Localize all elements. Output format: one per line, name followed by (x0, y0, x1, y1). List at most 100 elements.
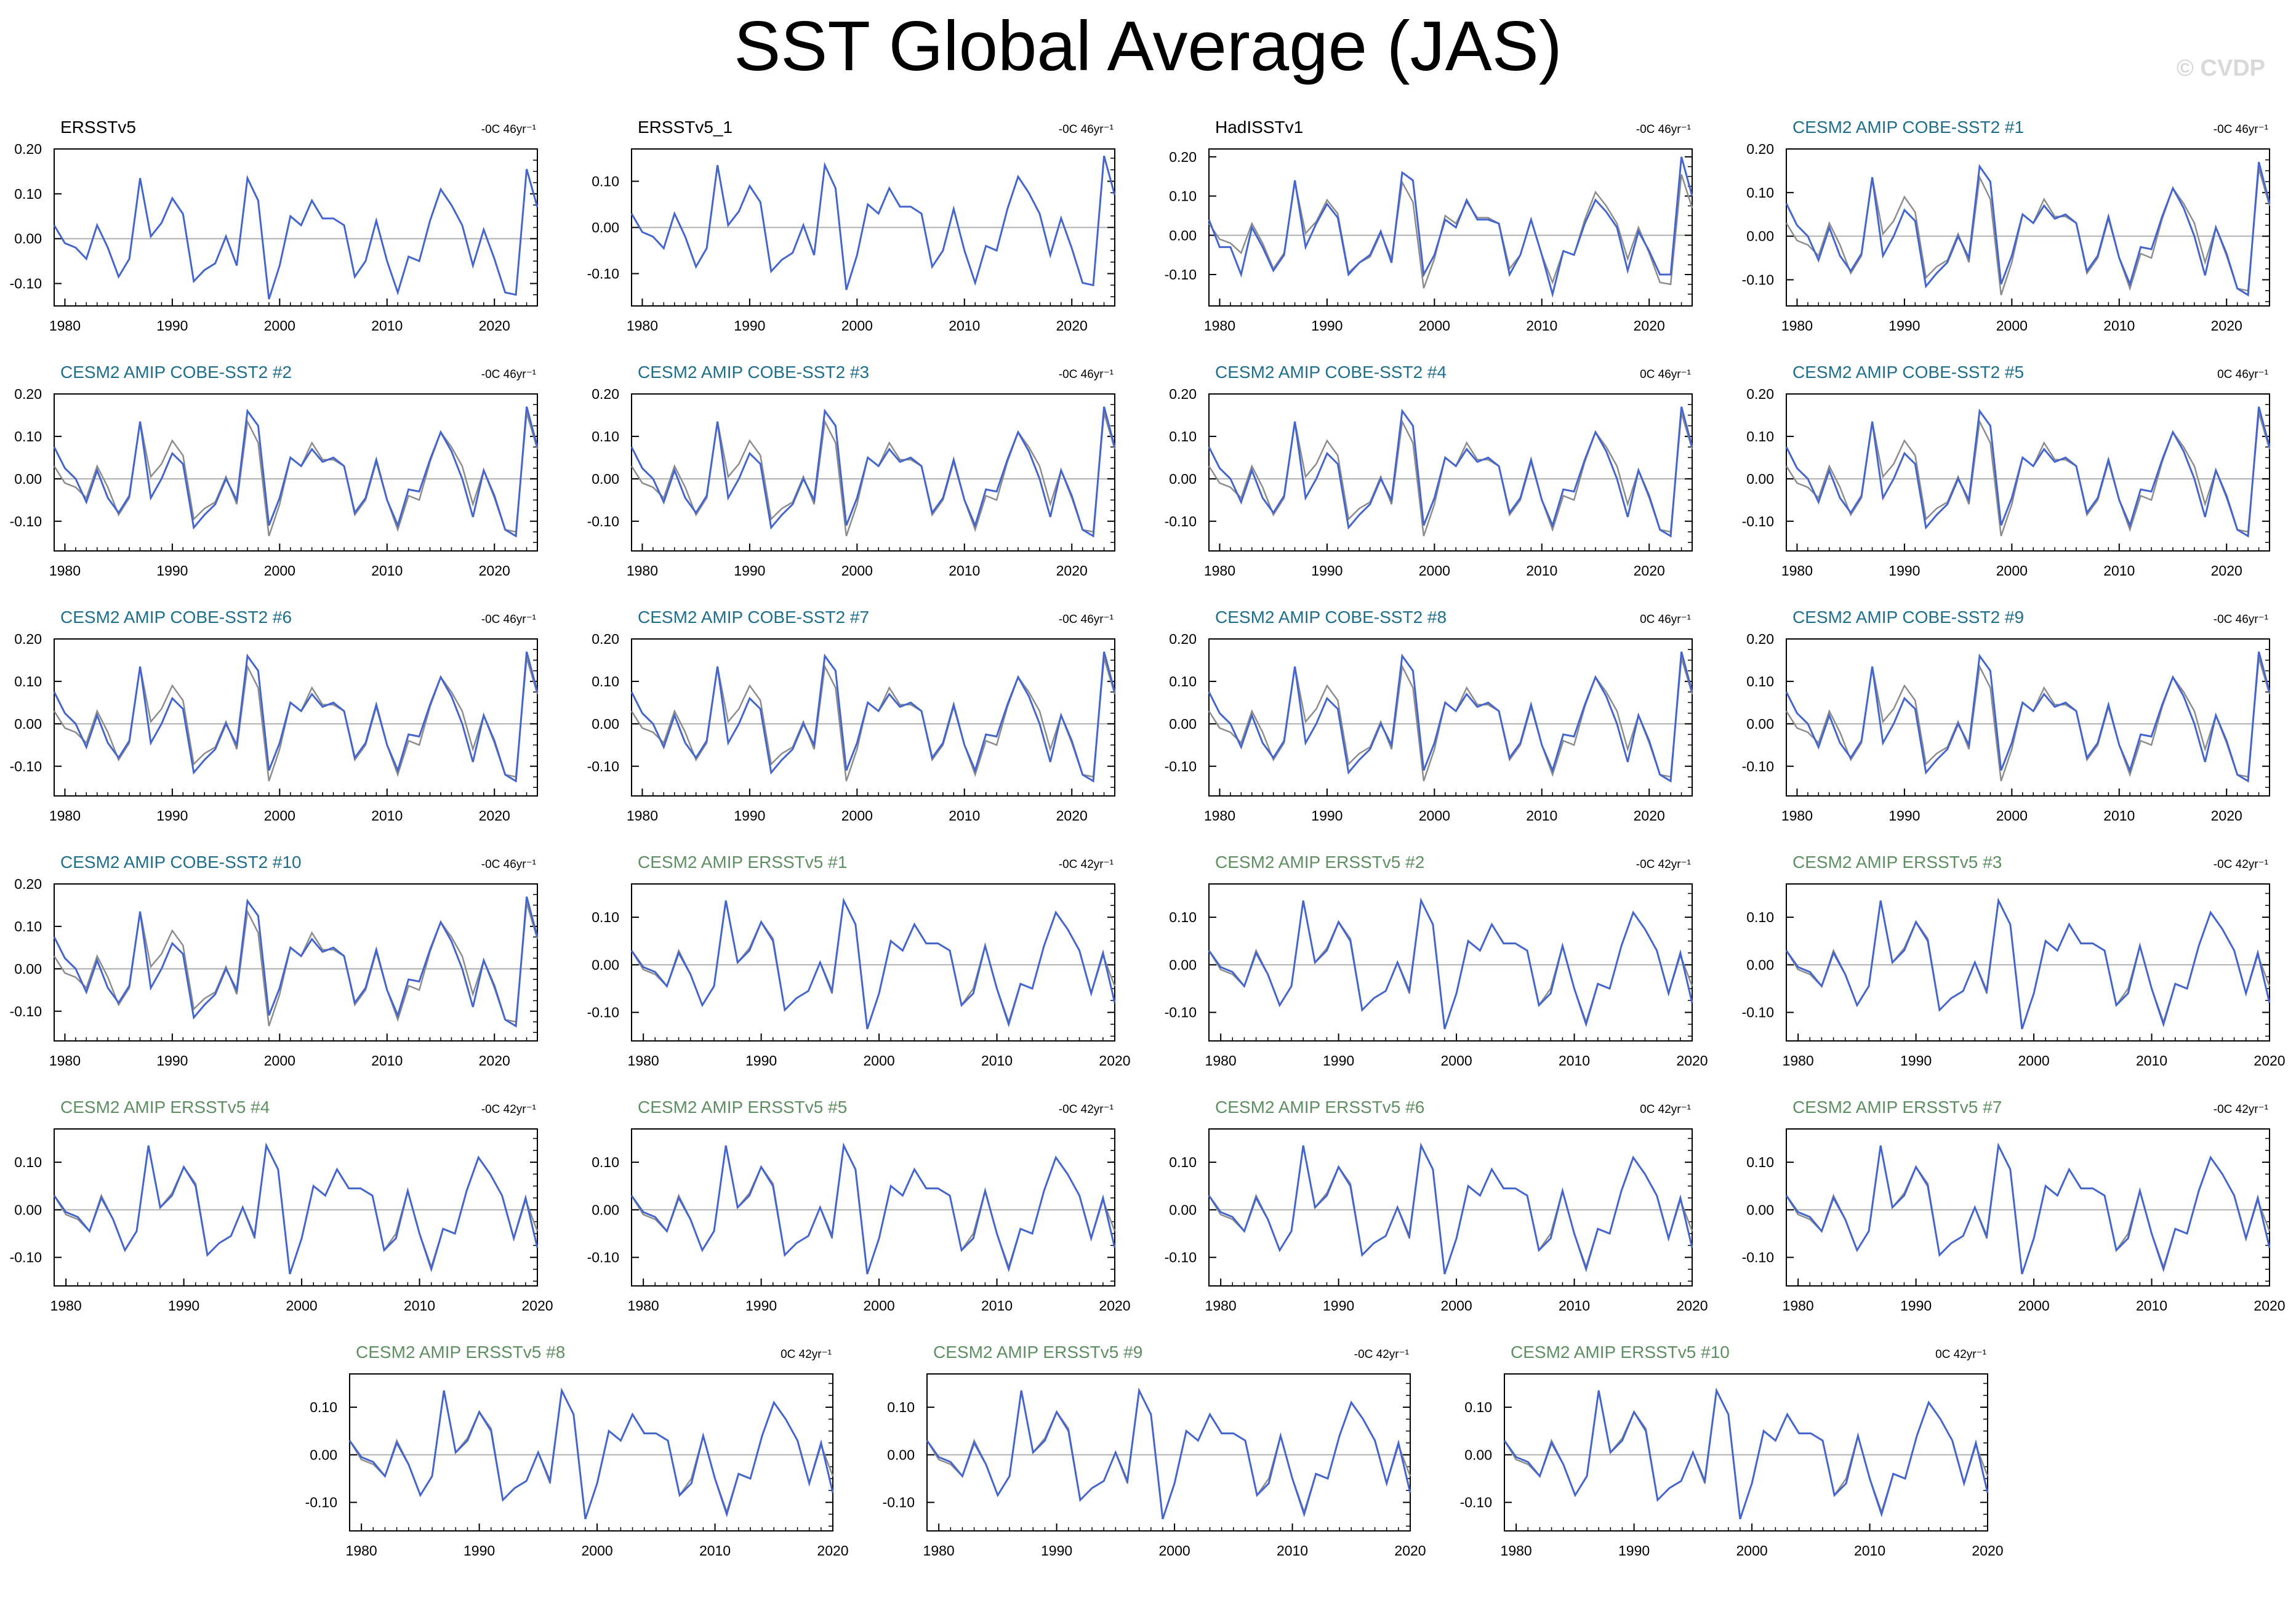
y-tick-label: 0.00 (14, 231, 42, 247)
y-tick-label: 0.00 (14, 961, 42, 977)
model-series-line (630, 1142, 1116, 1275)
model-series-line (53, 406, 539, 538)
y-tick-label: -0.10 (1742, 758, 1774, 774)
plot-frame (349, 1373, 833, 1532)
y-tick-label: 0.00 (1169, 957, 1197, 973)
x-tick-label: 1990 (745, 1053, 777, 1069)
model-series-line (1208, 156, 1693, 298)
trend-label: 0C 46yr⁻¹ (1640, 613, 1691, 626)
x-tick-label: 2020 (2211, 808, 2242, 824)
x-tick-label: 1980 (50, 1298, 82, 1314)
x-tick-label: 2000 (1996, 318, 2028, 334)
x-tick-label: 2010 (2103, 808, 2135, 824)
panel-17: CESM2 AMIP ERSSTv5 #4 -0C 42yr⁻¹ 0.10 0.00 -… (10, 1098, 553, 1314)
y-tick-label: -0.10 (587, 1005, 619, 1021)
x-tick-label: 1990 (734, 318, 765, 334)
obs-series-line (1208, 657, 1693, 782)
model-series-line (1785, 406, 2271, 538)
plot-frame (54, 393, 538, 552)
model-series-line (348, 1387, 834, 1520)
y-tick-label: 0.00 (1746, 957, 1774, 973)
x-tick-label: 2010 (981, 1298, 1013, 1314)
y-tick-label: 0.00 (592, 220, 619, 236)
model-series-line (53, 169, 539, 300)
y-tick-label: 0.20 (592, 631, 619, 647)
x-tick-label: 2000 (1440, 1053, 1472, 1069)
x-tick-label: 2020 (1099, 1053, 1130, 1069)
y-tick-label: 0.10 (14, 673, 42, 689)
x-tick-label: 2000 (1419, 808, 1450, 824)
panel-12: CESM2 AMIP COBE-SST2 #9 -0C 46yr⁻¹ 0.20 0.1… (1742, 608, 2271, 824)
model-series-line (53, 651, 539, 783)
plot-frame (1786, 148, 2270, 307)
x-tick-label: 1980 (49, 1053, 81, 1069)
obs-series-line (1785, 657, 2271, 782)
x-tick-label: 1980 (627, 318, 658, 334)
x-tick-label: 1990 (734, 808, 765, 824)
y-tick-label: 0.00 (1746, 471, 1774, 487)
panel-9: CESM2 AMIP COBE-SST2 #6 -0C 46yr⁻¹ 0.20 0.1… (10, 608, 539, 824)
plot-frame (1786, 883, 2270, 1042)
model-series-line (1208, 897, 1693, 1030)
y-tick-label: 0.10 (887, 1399, 915, 1415)
x-tick-label: 1980 (1781, 808, 1813, 824)
panel-14: CESM2 AMIP ERSSTv5 #1 -0C 42yr⁻¹ 0.10 0.00 -… (587, 853, 1131, 1069)
x-tick-label: 1980 (627, 808, 658, 824)
x-tick-label: 2020 (1056, 318, 1088, 334)
x-tick-label: 1990 (1900, 1298, 1932, 1314)
panel-title: CESM2 AMIP COBE-SST2 #3 (638, 363, 869, 382)
x-tick-label: 1980 (1501, 1543, 1532, 1559)
model-series-line (630, 897, 1116, 1030)
x-tick-label: 2000 (1996, 808, 2028, 824)
trend-label: 0C 42yr⁻¹ (1935, 1348, 1986, 1361)
y-tick-label: -0.10 (10, 1003, 42, 1019)
y-tick-label: 0.10 (592, 673, 619, 689)
trend-label: -0C 42yr⁻¹ (2214, 1103, 2268, 1116)
y-tick-label: 0.20 (14, 876, 42, 892)
model-series-line (1503, 1387, 1989, 1520)
x-tick-label: 2020 (1634, 318, 1665, 334)
x-tick-label: 1990 (1311, 808, 1343, 824)
x-tick-label: 2010 (2136, 1053, 2167, 1069)
plot-frame (54, 148, 538, 307)
x-tick-label: 1990 (156, 318, 188, 334)
y-tick-label: 0.10 (14, 186, 42, 202)
y-tick-label: 0.00 (14, 471, 42, 487)
y-tick-label: 0.00 (1464, 1447, 1492, 1463)
x-tick-label: 1980 (1205, 1053, 1237, 1069)
x-tick-label: 1980 (627, 563, 658, 579)
y-tick-label: -0.10 (10, 1250, 42, 1266)
y-tick-label: 0.00 (592, 957, 619, 973)
panel-title: ERSSTv5_1 (638, 118, 733, 137)
x-tick-label: 2000 (264, 808, 295, 824)
y-tick-label: 0.20 (1169, 149, 1197, 165)
x-tick-label: 2010 (1854, 1543, 1885, 1559)
panel-5: CESM2 AMIP COBE-SST2 #2 -0C 46yr⁻¹ 0.20 0.1… (10, 363, 539, 579)
y-tick-label: 0.00 (1746, 228, 1774, 244)
y-tick-label: 0.10 (1746, 1154, 1774, 1170)
x-tick-label: 2020 (2254, 1053, 2285, 1069)
x-tick-label: 1980 (1781, 318, 1813, 334)
y-tick-label: 0.10 (592, 174, 619, 190)
y-tick-label: -0.10 (1742, 513, 1774, 529)
panel-title: CESM2 AMIP COBE-SST2 #2 (60, 363, 292, 382)
panel-3: HadISSTv1 -0C 46yr⁻¹ 0.20 0.10 0.00 -0.10 1980… (1165, 118, 1693, 334)
x-tick-label: 2010 (981, 1053, 1013, 1069)
x-tick-label: 2000 (264, 563, 295, 579)
x-tick-label: 2020 (1394, 1543, 1426, 1559)
panel-title: CESM2 AMIP ERSSTv5 #1 (638, 853, 847, 872)
y-tick-label: 0.00 (592, 716, 619, 732)
x-tick-label: 2020 (521, 1298, 553, 1314)
trend-label: -0C 46yr⁻¹ (1059, 368, 1114, 381)
x-tick-label: 1990 (156, 1053, 188, 1069)
panel-title: CESM2 AMIP COBE-SST2 #10 (60, 853, 302, 872)
x-tick-label: 2010 (2103, 563, 2135, 579)
model-series-line (630, 155, 1116, 291)
y-tick-label: 0.10 (1169, 428, 1197, 444)
x-tick-label: 2000 (2018, 1053, 2049, 1069)
obs-series-line (53, 657, 539, 782)
x-tick-label: 2020 (1634, 808, 1665, 824)
x-tick-label: 1990 (464, 1543, 495, 1559)
y-tick-label: 0.10 (1169, 1154, 1197, 1170)
